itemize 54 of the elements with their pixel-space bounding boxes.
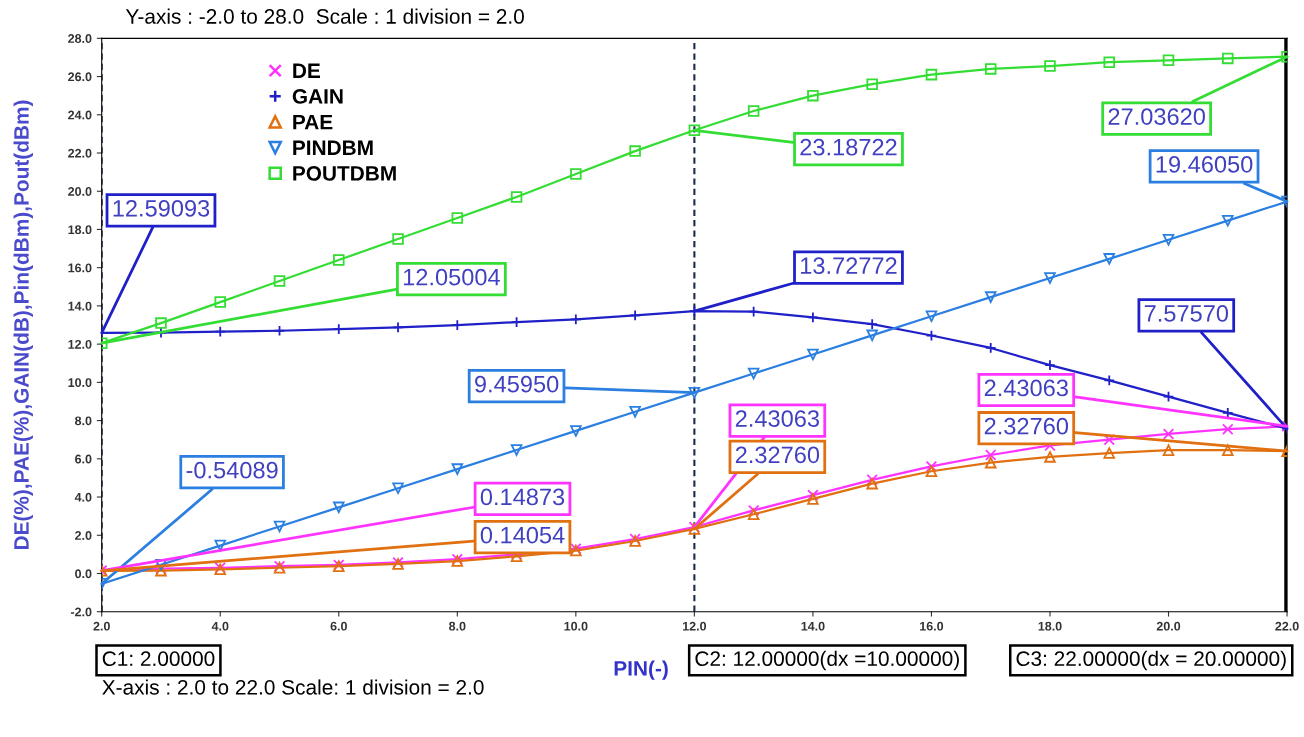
y-tick-label: 6.0 [75, 454, 92, 464]
y-tick-label: -2.0 [70, 607, 92, 617]
y-tick-label: 12.0 [68, 339, 92, 349]
y-tick-label: 14.0 [68, 301, 92, 311]
legend-label: DE [293, 63, 320, 78]
annotation: 12.05004 [403, 268, 500, 286]
y-tick-label: 28.0 [68, 34, 92, 43]
y-tick-label: 22.0 [68, 148, 92, 158]
annotation: 7.57570 [1144, 305, 1229, 322]
x-tick-label: 20.0 [1156, 621, 1181, 631]
y-tick-label: 24.0 [68, 110, 92, 120]
annotation: 27.03620 [1108, 108, 1205, 125]
y-tick-label: 16.0 [68, 263, 92, 273]
x-tick-label: 8.0 [449, 621, 466, 631]
x-tick-label: 10.0 [564, 621, 588, 631]
x-tick-label: 22.0 [1275, 621, 1299, 631]
y-axis-title: DE(%),PAE(%),GAIN(dB),Pin(dBm),Pout(dBm) [13, 100, 33, 550]
annotation: 0.14873 [480, 488, 565, 506]
y-tick-label: 8.0 [75, 416, 92, 426]
x-tick-label: 14.0 [801, 621, 825, 631]
x-tick-label: 16.0 [920, 621, 944, 631]
legend-label: POUTDBM [293, 166, 396, 181]
annotation: 23.18722 [800, 138, 897, 156]
legend-label: PAE [293, 114, 333, 130]
annotation: 9.45950 [475, 375, 559, 393]
annotation: 2.43063 [984, 379, 1068, 397]
annotation: 13.72772 [801, 257, 897, 275]
x-axis-title: PIN(-) [614, 660, 668, 680]
ref-line-label: C3: 22.00000(dx = 20.00000) [1016, 650, 1286, 671]
annotation: 0.14054 [480, 526, 565, 544]
annotation: 19.46050 [1156, 156, 1253, 173]
text: Y-axis : -2.0 to 28.0 Scale : 1 division = 2.0 [125, 8, 524, 24]
y-tick-label: 20.0 [68, 187, 92, 196]
legend-label: GAIN [292, 89, 343, 104]
annotation: 2.43063 [735, 410, 819, 427]
legend-label: PINDBM [293, 140, 373, 155]
ref-line-label: C2: 12.00000(dx =10.00000) [695, 650, 959, 671]
annotation: -0.54089 [186, 461, 278, 479]
y-tick-label: 10.0 [68, 378, 92, 388]
x-tick-label: 18.0 [1038, 621, 1062, 631]
y-tick-label: 0.0 [75, 569, 92, 579]
x-tick-label: 4.0 [211, 621, 229, 631]
x-tick-label: 12.0 [683, 621, 707, 631]
annotation: 12.59093 [113, 199, 210, 217]
annotation: 2.32760 [984, 417, 1069, 435]
x-tick-label: 6.0 [330, 621, 347, 631]
annotation: 2.32760 [735, 446, 820, 464]
ref-line-label: C1: 2.00000 [102, 651, 215, 667]
y-tick-label: 26.0 [68, 72, 92, 82]
x-tick-label: 2.0 [93, 621, 110, 631]
y-tick-label: 4.0 [74, 492, 92, 502]
y-tick-label: 18.0 [68, 225, 92, 235]
text: X-axis : 2.0 to 22.0 Scale: 1 division = 2.0 [102, 679, 484, 695]
y-tick-label: 2.0 [75, 531, 92, 540]
